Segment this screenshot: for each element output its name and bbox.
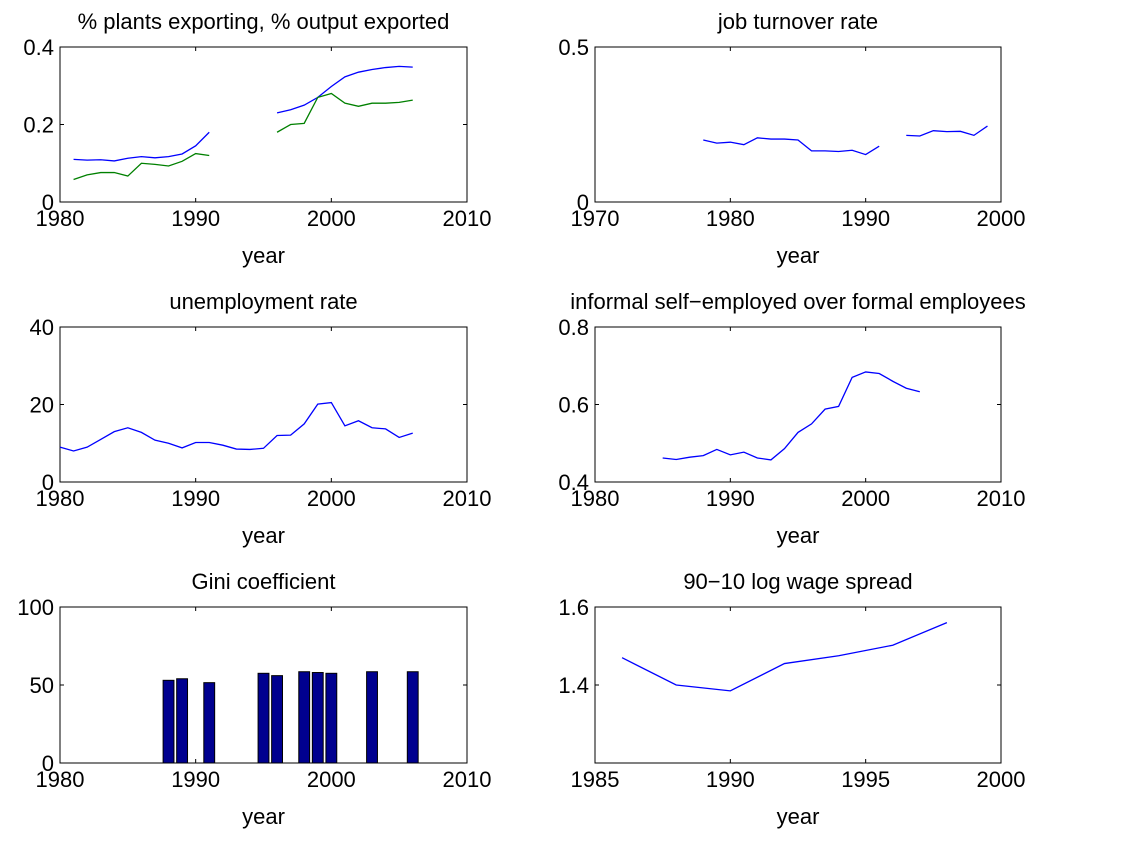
x-tick-label: 1990 xyxy=(841,206,890,231)
x-tick-label: 2010 xyxy=(443,206,492,231)
line-series xyxy=(73,65,413,162)
y-tick-label: 0 xyxy=(42,751,54,776)
chart-title: % plants exporting, % output exported xyxy=(78,9,450,34)
y-tick-label: 0.4 xyxy=(23,35,54,60)
line-series xyxy=(621,622,948,692)
x-tick-label: 1990 xyxy=(171,767,220,792)
bar xyxy=(257,672,270,764)
bar xyxy=(298,671,311,764)
x-tick-label: 1980 xyxy=(36,486,85,511)
axes-box xyxy=(594,606,1002,764)
bar xyxy=(325,672,338,764)
axes-box xyxy=(594,46,1002,203)
y-tick-label: 1.6 xyxy=(558,595,589,620)
y-tick-label: 40 xyxy=(30,315,54,340)
bar xyxy=(203,682,216,764)
x-axis-label: year xyxy=(242,804,285,829)
chart-title: unemployment rate xyxy=(169,289,357,314)
x-tick-label: 2010 xyxy=(977,486,1026,511)
bar xyxy=(162,679,175,764)
x-tick-label: 1970 xyxy=(571,206,620,231)
y-tick-label: 0 xyxy=(577,190,589,215)
bar xyxy=(366,671,378,764)
bar xyxy=(176,678,189,764)
y-tick-label: 20 xyxy=(30,393,54,418)
x-tick-label: 2000 xyxy=(977,206,1026,231)
chart-title: 90−10 log wage spread xyxy=(683,569,912,594)
y-tick-label: 0 xyxy=(42,470,54,495)
x-tick-label: 1990 xyxy=(706,767,755,792)
x-tick-label: 2010 xyxy=(443,486,492,511)
y-tick-label: 0.5 xyxy=(558,35,589,60)
y-tick-label: 50 xyxy=(30,673,54,698)
x-axis-label: year xyxy=(777,804,820,829)
axes-box xyxy=(594,326,1002,483)
x-tick-label: 2000 xyxy=(307,206,356,231)
x-tick-label: 1985 xyxy=(571,767,620,792)
x-tick-label: 2000 xyxy=(977,767,1026,792)
y-tick-label: 1.4 xyxy=(558,673,589,698)
x-tick-label: 2000 xyxy=(307,767,356,792)
line-series xyxy=(703,125,988,156)
chart-title: Gini coefficient xyxy=(192,569,336,594)
x-tick-label: 2010 xyxy=(443,767,492,792)
x-tick-label: 1980 xyxy=(36,767,85,792)
bar xyxy=(406,671,419,764)
y-tick-label: 0.4 xyxy=(558,470,589,495)
chart-title: informal self−employed over formal emplo… xyxy=(570,289,1025,314)
x-axis-label: year xyxy=(777,523,820,548)
x-tick-label: 1980 xyxy=(706,206,755,231)
bar xyxy=(271,675,283,764)
x-axis-label: year xyxy=(777,243,820,268)
y-tick-label: 0.6 xyxy=(558,393,589,418)
x-tick-label: 1980 xyxy=(36,206,85,231)
line-series xyxy=(662,371,920,461)
y-tick-label: 0.8 xyxy=(558,315,589,340)
axes-box xyxy=(59,46,468,203)
chart-title: job turnover rate xyxy=(717,9,878,34)
x-tick-label: 1995 xyxy=(841,767,890,792)
bar xyxy=(311,672,324,764)
x-tick-label: 1990 xyxy=(171,206,220,231)
y-tick-label: 0 xyxy=(42,190,54,215)
line-series xyxy=(59,401,413,452)
x-tick-label: 2000 xyxy=(307,486,356,511)
line-series xyxy=(73,92,413,181)
x-tick-label: 2000 xyxy=(841,486,890,511)
x-tick-label: 1980 xyxy=(571,486,620,511)
axes-box xyxy=(59,326,468,483)
x-tick-label: 1990 xyxy=(171,486,220,511)
x-axis-label: year xyxy=(242,243,285,268)
x-axis-label: year xyxy=(242,523,285,548)
y-tick-label: 100 xyxy=(17,595,54,620)
y-tick-label: 0.2 xyxy=(23,113,54,138)
x-tick-label: 1990 xyxy=(706,486,755,511)
